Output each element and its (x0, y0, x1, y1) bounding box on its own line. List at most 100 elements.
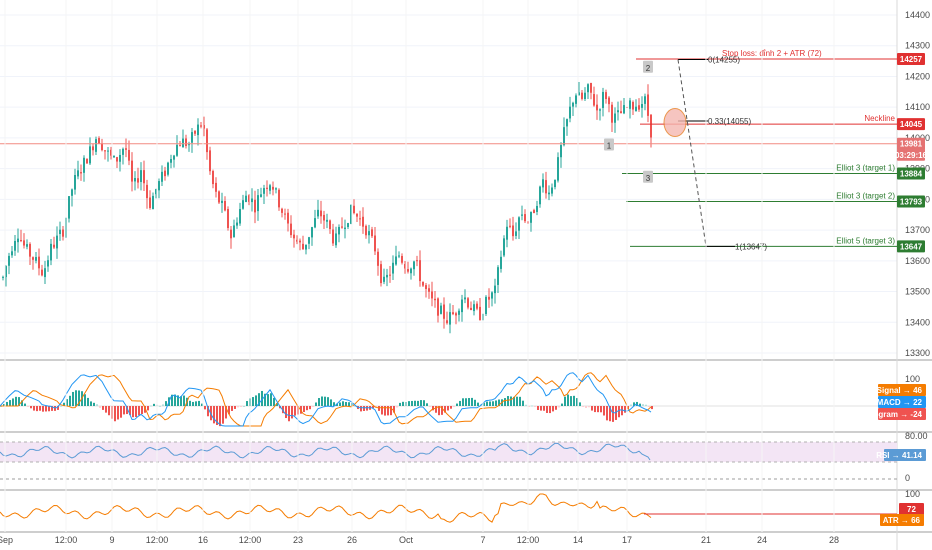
candle-body[interactable] (350, 204, 352, 224)
candle-body[interactable] (578, 92, 580, 96)
candle-body[interactable] (44, 268, 46, 278)
candle-body[interactable] (467, 298, 469, 308)
candle-body[interactable] (20, 240, 22, 242)
candle-body[interactable] (35, 257, 37, 261)
candle-body[interactable] (521, 214, 523, 216)
candle-body[interactable] (62, 229, 64, 237)
candle-body[interactable] (452, 312, 454, 315)
candle-body[interactable] (281, 208, 283, 213)
candle-body[interactable] (608, 97, 610, 105)
candle-body[interactable] (137, 178, 139, 183)
candle-body[interactable] (440, 305, 442, 314)
candle-body[interactable] (416, 260, 418, 262)
candle-body[interactable] (638, 105, 640, 110)
candle-body[interactable] (239, 209, 241, 224)
candle-body[interactable] (8, 255, 10, 266)
candle-body[interactable] (14, 240, 16, 251)
candle-body[interactable] (110, 149, 112, 156)
candle-body[interactable] (503, 238, 505, 256)
candle-body[interactable] (83, 157, 85, 173)
candle-body[interactable] (566, 119, 568, 127)
candle-body[interactable] (341, 226, 343, 228)
candle-body[interactable] (584, 92, 586, 100)
candle-body[interactable] (167, 162, 169, 175)
candle-body[interactable] (299, 240, 301, 243)
candle-body[interactable] (458, 310, 460, 315)
candle-body[interactable] (473, 304, 475, 312)
candle-body[interactable] (461, 299, 463, 313)
candle-body[interactable] (104, 150, 106, 152)
candle-body[interactable] (347, 223, 349, 228)
candle-body[interactable] (218, 191, 220, 203)
candle-body[interactable] (569, 106, 571, 119)
candle-body[interactable] (302, 243, 304, 250)
candle-body[interactable] (410, 268, 412, 274)
candle-body[interactable] (383, 276, 385, 282)
neckline-circle-highlight[interactable] (663, 108, 687, 138)
candle-body[interactable] (476, 303, 478, 309)
candle-body[interactable] (539, 186, 541, 205)
candle-body[interactable] (149, 197, 151, 208)
candle-body[interactable] (497, 267, 499, 285)
candle-body[interactable] (518, 217, 520, 231)
candle-body[interactable] (170, 159, 172, 163)
candle-body[interactable] (464, 297, 466, 300)
candle-body[interactable] (332, 229, 334, 244)
candle-body[interactable] (56, 235, 58, 249)
candle-body[interactable] (398, 255, 400, 257)
candle-body[interactable] (263, 188, 265, 194)
candle-body[interactable] (47, 260, 49, 267)
candle-body[interactable] (344, 227, 346, 230)
candle-body[interactable] (269, 185, 271, 191)
candle-body[interactable] (368, 231, 370, 236)
atr-line[interactable] (0, 493, 652, 523)
macd-line[interactable] (0, 372, 652, 427)
candle-body[interactable] (494, 285, 496, 294)
candle-body[interactable] (125, 148, 127, 150)
candle-body[interactable] (107, 150, 109, 152)
candle-body[interactable] (563, 127, 565, 146)
candle-body[interactable] (425, 285, 427, 290)
candle-body[interactable] (257, 195, 259, 212)
candle-body[interactable] (359, 218, 361, 220)
candle-body[interactable] (545, 180, 547, 194)
candle-body[interactable] (536, 205, 538, 212)
projection-dashed-line[interactable] (677, 59, 707, 247)
candle-body[interactable] (557, 157, 559, 181)
candle-body[interactable] (404, 264, 406, 269)
candle-body[interactable] (335, 233, 337, 246)
candle-body[interactable] (533, 210, 535, 214)
candle-body[interactable] (635, 106, 637, 112)
candle-body[interactable] (206, 129, 208, 153)
candle-body[interactable] (230, 229, 232, 239)
candle-body[interactable] (362, 216, 364, 227)
candle-body[interactable] (479, 306, 481, 320)
candle-body[interactable] (290, 223, 292, 236)
candle-body[interactable] (119, 154, 121, 162)
candle-body[interactable] (512, 225, 514, 237)
candle-body[interactable] (308, 237, 310, 244)
candle-body[interactable] (68, 196, 70, 219)
candle-body[interactable] (80, 172, 82, 174)
candle-body[interactable] (392, 262, 394, 274)
candle-body[interactable] (455, 313, 457, 316)
candle-body[interactable] (248, 195, 250, 202)
candle-body[interactable] (407, 269, 409, 272)
candle-body[interactable] (188, 144, 190, 146)
candle-body[interactable] (446, 320, 448, 324)
candle-body[interactable] (644, 96, 646, 104)
candle-body[interactable] (491, 292, 493, 299)
candle-body[interactable] (617, 110, 619, 113)
candle-body[interactable] (26, 244, 28, 247)
candle-body[interactable] (209, 150, 211, 172)
candle-body[interactable] (89, 146, 91, 164)
candle-body[interactable] (356, 213, 358, 217)
candle-body[interactable] (50, 243, 52, 261)
candle-body[interactable] (500, 256, 502, 269)
candle-body[interactable] (437, 298, 439, 316)
candle-body[interactable] (71, 189, 73, 196)
candle-body[interactable] (593, 94, 595, 106)
candle-body[interactable] (266, 187, 268, 189)
candle-body[interactable] (113, 155, 115, 158)
